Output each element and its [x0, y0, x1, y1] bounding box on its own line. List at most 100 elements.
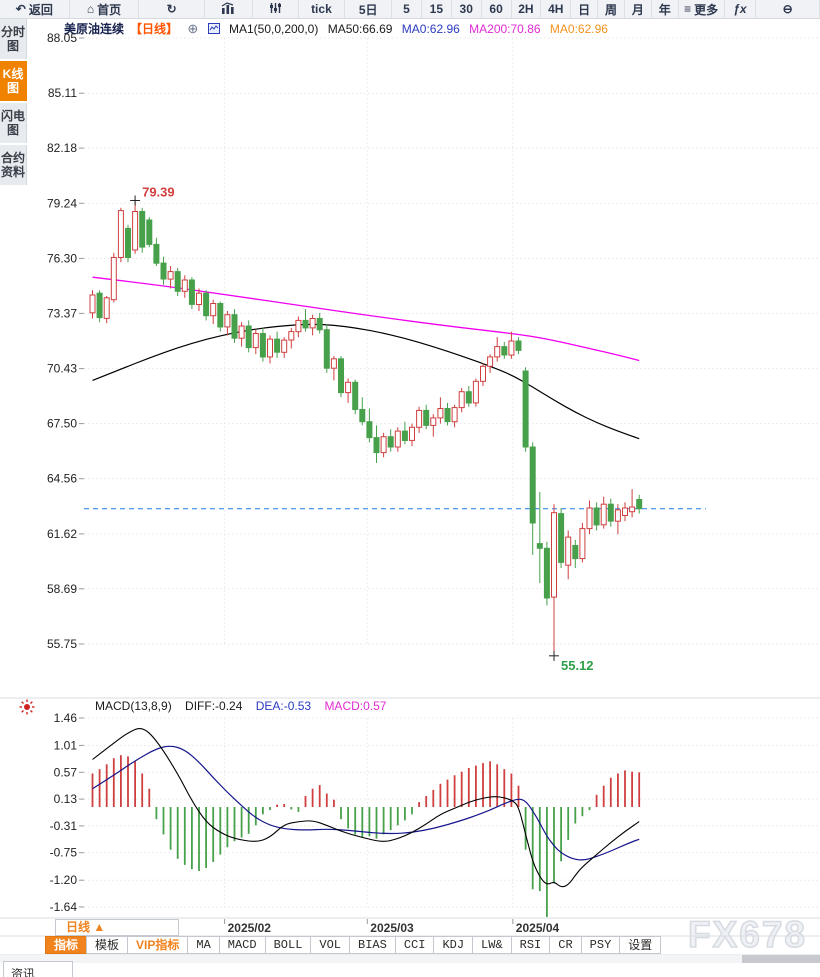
- symbol-name: 美原油连续: [64, 22, 125, 36]
- candle-body: [359, 409, 366, 423]
- ma50-value: MA50:66.69: [327, 22, 393, 36]
- candle-body: [380, 436, 387, 454]
- tab-vol[interactable]: VOL: [310, 936, 351, 954]
- tab-macd[interactable]: MACD: [218, 936, 266, 954]
- candle-body: [529, 446, 536, 524]
- toolbar-2h-button[interactable]: 2H: [512, 0, 542, 18]
- toolbar-more-button[interactable]: ≡ 更多: [679, 0, 725, 18]
- toolbar-5min-button[interactable]: 5: [392, 0, 422, 18]
- candle-body: [558, 513, 565, 563]
- tab-indicator[interactable]: 指标: [45, 936, 88, 954]
- candle-body: [416, 409, 423, 428]
- toolbar-30min-button[interactable]: 30: [452, 0, 482, 18]
- toolbar-refresh-button[interactable]: ↻: [139, 0, 205, 18]
- toolbar-zoom-out-button[interactable]: ⊖: [756, 0, 820, 18]
- candle-body: [267, 338, 273, 358]
- tab-kdj[interactable]: KDJ: [433, 936, 474, 954]
- toolbar-60min-button[interactable]: 60: [482, 0, 512, 18]
- toolbar-back-button[interactable]: ↶ 返回: [0, 0, 70, 18]
- tab-lw[interactable]: LW&: [472, 936, 512, 954]
- macd-y-axis-label: -1.64: [50, 900, 78, 914]
- toolbar-fx-button[interactable]: ƒx: [725, 0, 757, 18]
- horizontal-scrollbar[interactable]: [0, 955, 820, 963]
- toolbar-bar-chart-button[interactable]: [205, 0, 253, 18]
- candle-body: [110, 257, 117, 301]
- candle-body: [139, 211, 146, 248]
- candle-body: [551, 512, 557, 598]
- candle-body: [210, 303, 217, 317]
- period-selector[interactable]: 日线 ▲: [55, 919, 179, 936]
- toolbar-month-button[interactable]: 月: [625, 0, 652, 18]
- candle-body: [579, 528, 586, 560]
- toolbar-week-button[interactable]: 周: [598, 0, 625, 18]
- candle-body: [96, 292, 103, 319]
- sidebar-item-kline-chart[interactable]: K线图: [0, 61, 27, 101]
- toolbar-15min-label: 15: [429, 2, 444, 16]
- tab-vip-indicator[interactable]: VIP指标: [127, 936, 189, 954]
- macd-y-axis-label: -1.20: [50, 873, 78, 887]
- toolbar-5min-label: 5: [403, 2, 410, 16]
- toolbar-15min-button[interactable]: 15: [422, 0, 452, 18]
- tab-psy[interactable]: PSY: [580, 936, 621, 954]
- sidebar-item-time-chart[interactable]: 分时图: [0, 19, 27, 59]
- candle-body: [167, 271, 174, 280]
- tab-ma[interactable]: MA: [187, 936, 220, 954]
- candle-body: [217, 303, 224, 328]
- ma50-line: [92, 323, 640, 440]
- candle-body: [636, 499, 643, 510]
- candle-body: [323, 329, 330, 369]
- toolbar-more-label: 更多: [694, 2, 719, 17]
- x-axis-label: 2025/02: [228, 921, 272, 935]
- candle-body: [501, 346, 508, 356]
- tab-cr[interactable]: CR: [549, 936, 582, 954]
- chart-type-sidebar: 分时图 K线图 闪电图 合约资料: [0, 19, 27, 187]
- indicator-toolbar: 指标 模板 VIP指标 MA MACD BOLL VOL BIAS CCI KDJ LW& RSI CR…: [45, 936, 662, 954]
- candle-body: [600, 503, 607, 526]
- diff-line: [92, 728, 640, 888]
- scrollbar-thumb[interactable]: [742, 955, 820, 963]
- tab-rsi[interactable]: RSI: [510, 936, 551, 954]
- toolbar-home-button[interactable]: ⌂ 首页: [70, 0, 140, 18]
- back-icon: ↶: [15, 2, 26, 16]
- mini-chart-icon[interactable]: [207, 22, 220, 36]
- toolbar-year-button[interactable]: 年: [652, 0, 679, 18]
- y-axis-label: 70.43: [47, 362, 77, 376]
- tab-template[interactable]: 模板: [86, 936, 129, 954]
- y-axis-label: 73.37: [47, 306, 77, 320]
- sidebar-item-contract-info[interactable]: 合约资料: [0, 145, 27, 185]
- toolbar-week-label: 周: [605, 2, 618, 17]
- tab-bias[interactable]: BIAS: [349, 936, 396, 954]
- tab-settings[interactable]: 设置: [619, 936, 662, 954]
- news-tab[interactable]: 资讯: [3, 961, 73, 977]
- circle-plus-icon[interactable]: ⊕: [187, 21, 199, 36]
- toolbar-year-label: 年: [658, 2, 671, 17]
- sidebar-item-lightning-chart[interactable]: 闪电图: [0, 103, 27, 143]
- candle-body: [338, 358, 344, 394]
- candle-body: [366, 421, 373, 439]
- home-icon: ⌂: [86, 2, 95, 16]
- toolbar-5d-button[interactable]: 5日: [345, 0, 393, 18]
- candle-body: [508, 340, 515, 356]
- toolbar-4h-button[interactable]: 4H: [541, 0, 572, 18]
- tab-boll[interactable]: BOLL: [264, 936, 312, 954]
- macd-y-axis-label: 1.46: [54, 711, 78, 725]
- tab-cci[interactable]: CCI: [394, 936, 435, 954]
- candle-body: [89, 294, 96, 314]
- candle-body: [125, 227, 131, 258]
- candle-body: [472, 380, 479, 404]
- macd-settings-icon[interactable]: [19, 699, 35, 720]
- low-price-label: 55.12: [561, 658, 594, 673]
- candle-body: [245, 325, 252, 349]
- candle-body: [494, 346, 501, 358]
- y-axis-label: 85.11: [48, 86, 77, 100]
- toolbar-sliders-button[interactable]: [253, 0, 299, 18]
- toolbar-tick-button[interactable]: tick: [299, 0, 346, 18]
- candle-body: [196, 292, 202, 306]
- candle-body: [401, 430, 408, 442]
- candle-body: [394, 430, 401, 448]
- toolbar-day-button[interactable]: 日: [571, 0, 599, 18]
- y-axis-label: 61.62: [47, 527, 77, 541]
- period-tag: 【日线】: [130, 22, 179, 36]
- candle-body: [437, 408, 444, 419]
